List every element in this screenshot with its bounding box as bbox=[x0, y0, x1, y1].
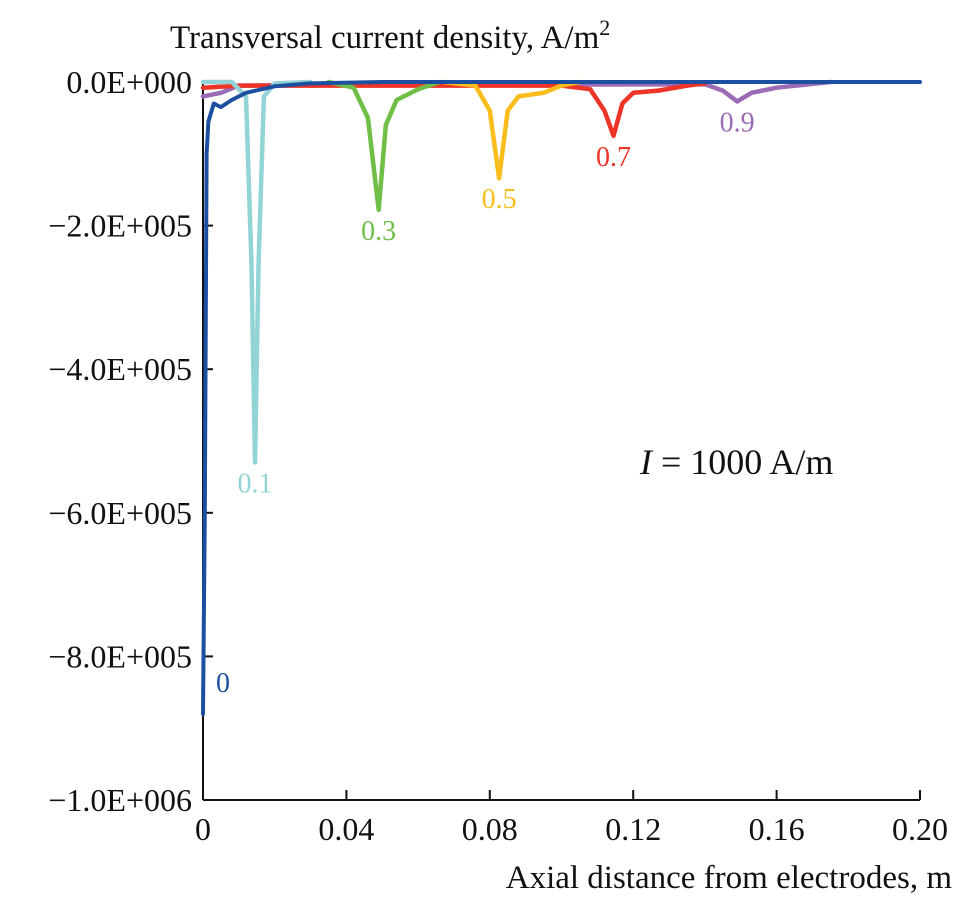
x-tick-label: 0.16 bbox=[749, 811, 805, 847]
series-label-0.3: 0.3 bbox=[361, 216, 396, 247]
series-label-0.1: 0.1 bbox=[237, 469, 272, 500]
axes: 0.0E+000 −2.0E+005 −4.0E+005 −6.0E+005 −8.0E… bbox=[48, 64, 948, 847]
x-tick-label: 0 bbox=[195, 811, 211, 847]
y-tick-label: −6.0E+005 bbox=[48, 495, 192, 531]
chart-title: Transversal current density, A/m2 bbox=[170, 15, 610, 56]
series-labels: 0.9 0.7 0.5 0.3 0.1 0 bbox=[216, 107, 755, 698]
series-line-0.7 bbox=[200, 81, 708, 139]
y-tick-label: −8.0E+005 bbox=[48, 638, 192, 674]
series-line-0.5 bbox=[440, 79, 582, 181]
annotation-current: I = 1000 A/m bbox=[639, 442, 833, 482]
x-tick-label: 0.04 bbox=[318, 811, 374, 847]
series-line-0.9 bbox=[200, 79, 833, 104]
x-tick-label: 0.08 bbox=[462, 811, 518, 847]
x-tick-label: 0.20 bbox=[892, 811, 948, 847]
series-line-0.1 bbox=[200, 79, 313, 465]
series-lines bbox=[200, 79, 922, 716]
y-tick-label: −2.0E+005 bbox=[48, 208, 192, 244]
x-axis-label: Axial distance from electrodes, m bbox=[506, 860, 953, 896]
series-label-0.9: 0.9 bbox=[720, 107, 755, 138]
series-label-0: 0 bbox=[216, 668, 230, 699]
x-tick-label: 0.12 bbox=[605, 811, 661, 847]
series-line-0 bbox=[201, 80, 922, 716]
y-tick-label: −1.0E+006 bbox=[48, 782, 192, 818]
y-tick-label: 0.0E+000 bbox=[66, 64, 192, 100]
series-label-0.7: 0.7 bbox=[596, 142, 631, 173]
series-line-0.3 bbox=[326, 79, 442, 213]
y-tick-label: −4.0E+005 bbox=[48, 351, 192, 387]
series-label-0.5: 0.5 bbox=[482, 184, 517, 215]
